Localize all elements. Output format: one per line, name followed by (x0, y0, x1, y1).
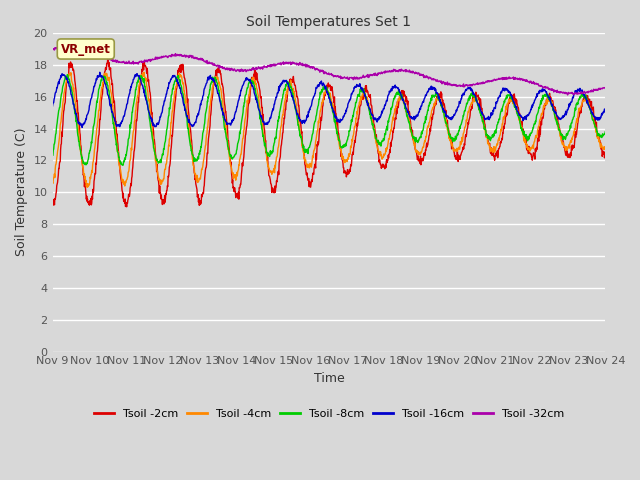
Tsoil -2cm (536, 132, 544, 137)
Tsoil -32cm (159, 54, 166, 60)
Tsoil -32cm (536, 83, 544, 89)
Tsoil -2cm (159, 197, 166, 203)
Tsoil -2cm (172, 87, 180, 93)
Tsoil -32cm (602, 85, 609, 91)
Tsoil -4cm (140, 69, 148, 75)
Tsoil -32cm (234, 67, 241, 72)
Legend: Tsoil -2cm, Tsoil -4cm, Tsoil -8cm, Tsoil -16cm, Tsoil -32cm: Tsoil -2cm, Tsoil -4cm, Tsoil -8cm, Tsoi… (90, 405, 568, 424)
Tsoil -2cm (104, 55, 112, 60)
Tsoil -32cm (172, 53, 180, 59)
Tsoil -8cm (118, 162, 126, 168)
Tsoil -4cm (488, 145, 495, 151)
Tsoil -8cm (415, 135, 423, 141)
Y-axis label: Soil Temperature (C): Soil Temperature (C) (15, 128, 28, 256)
Tsoil -16cm (172, 76, 180, 82)
Tsoil -8cm (602, 129, 609, 135)
Tsoil -16cm (602, 107, 609, 113)
Tsoil -2cm (234, 193, 242, 199)
Tsoil -32cm (61, 44, 69, 49)
Tsoil -32cm (415, 70, 423, 76)
Tsoil -4cm (536, 117, 544, 122)
Tsoil -16cm (488, 113, 495, 119)
Tsoil -4cm (83, 184, 91, 190)
Tsoil -2cm (49, 200, 56, 205)
Line: Tsoil -16cm: Tsoil -16cm (52, 72, 605, 128)
Tsoil -16cm (96, 70, 104, 75)
Text: VR_met: VR_met (61, 43, 111, 56)
Tsoil -32cm (49, 46, 56, 51)
Tsoil -8cm (488, 135, 495, 141)
Tsoil -2cm (602, 150, 609, 156)
Tsoil -4cm (415, 150, 423, 156)
Tsoil -8cm (159, 152, 166, 158)
Tsoil -16cm (159, 105, 166, 110)
Tsoil -16cm (49, 103, 56, 109)
Tsoil -2cm (123, 204, 131, 210)
Line: Tsoil -8cm: Tsoil -8cm (52, 74, 605, 165)
Tsoil -8cm (49, 153, 56, 158)
Line: Tsoil -32cm: Tsoil -32cm (52, 47, 605, 95)
Line: Tsoil -2cm: Tsoil -2cm (52, 58, 605, 207)
Tsoil -2cm (488, 152, 495, 158)
Tsoil -8cm (536, 101, 544, 107)
Tsoil -4cm (49, 180, 56, 186)
Tsoil -16cm (78, 125, 86, 131)
Tsoil -32cm (487, 78, 495, 84)
Tsoil -4cm (234, 168, 242, 173)
Line: Tsoil -4cm: Tsoil -4cm (52, 72, 605, 187)
Tsoil -8cm (64, 72, 72, 77)
Tsoil -8cm (172, 77, 180, 83)
Tsoil -16cm (415, 109, 423, 115)
Tsoil -4cm (602, 144, 609, 150)
Tsoil -4cm (159, 179, 166, 184)
Tsoil -32cm (564, 92, 572, 98)
X-axis label: Time: Time (314, 372, 344, 385)
Tsoil -16cm (536, 88, 544, 94)
Tsoil -8cm (234, 140, 242, 145)
Title: Soil Temperatures Set 1: Soil Temperatures Set 1 (246, 15, 412, 29)
Tsoil -2cm (415, 157, 423, 163)
Tsoil -16cm (234, 99, 242, 105)
Tsoil -4cm (172, 85, 180, 91)
